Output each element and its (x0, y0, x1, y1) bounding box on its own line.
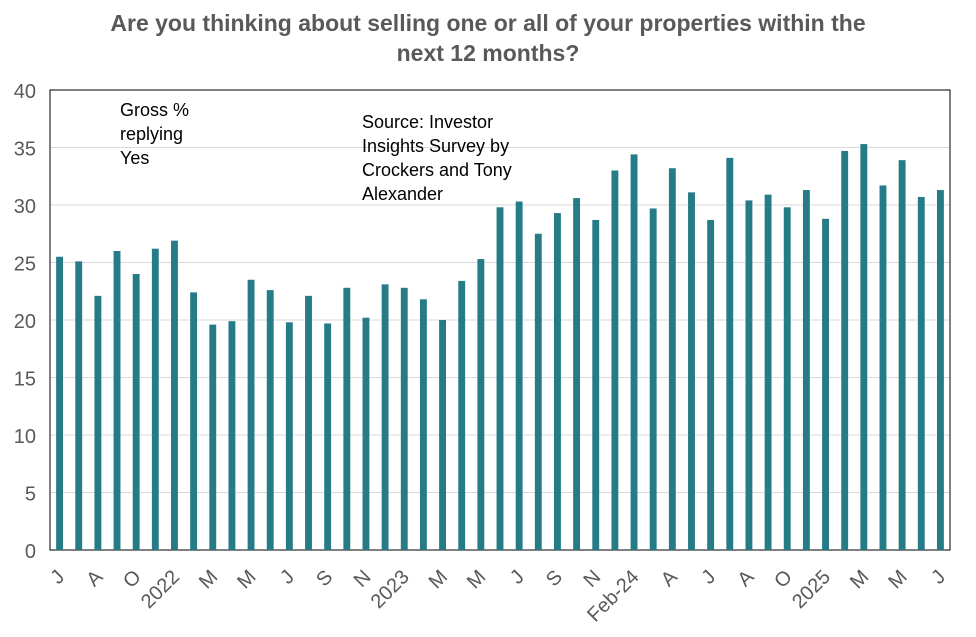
bar (132, 274, 140, 550)
x-tick-label: J (276, 566, 299, 589)
bar (726, 157, 734, 550)
x-tick-label: N (580, 566, 606, 592)
x-tick-label: 2022 (137, 566, 184, 613)
bar (458, 280, 466, 550)
chart-title-line-2: next 12 months? (396, 40, 580, 66)
bar (936, 190, 944, 551)
x-tick-label: N (350, 566, 376, 592)
bar (496, 207, 504, 551)
bar (419, 299, 427, 550)
annotation-gross-percent: Gross % replying Yes (120, 98, 189, 170)
x-tick-label: M (463, 566, 490, 593)
y-tick-label: 10 (14, 426, 36, 448)
y-tick-label: 0 (25, 541, 36, 563)
bar (477, 259, 485, 550)
bar (707, 219, 715, 550)
annotation-source: Source: Investor Insights Survey by Croc… (362, 110, 512, 206)
bar (649, 208, 657, 550)
annotation-line: Source: Investor (362, 112, 494, 132)
bar (822, 218, 829, 551)
bar (324, 323, 332, 550)
annotation-line: Crockers and Tony (362, 160, 512, 180)
bar (362, 317, 370, 550)
x-tick-label: J (698, 566, 721, 589)
x-tick-label: A (657, 566, 682, 591)
x-tick-label: M (425, 566, 452, 593)
annotation-line: Gross % (120, 100, 190, 120)
y-tick-label: 5 (25, 484, 36, 506)
bar (228, 321, 236, 550)
x-tick-label: J (506, 566, 529, 589)
x-tick-label: O (119, 566, 146, 593)
chart-title: Are you thinking about selling one or al… (0, 8, 976, 68)
x-tick-label: 2025 (788, 566, 835, 613)
bar (917, 196, 925, 550)
bar (56, 256, 64, 550)
x-tick-label: J (927, 566, 950, 589)
bar (534, 233, 542, 550)
annotation-line: Alexander (362, 184, 444, 204)
bar (611, 170, 619, 550)
bar (860, 144, 868, 551)
bar (764, 194, 772, 550)
bar (171, 240, 178, 550)
y-tick-label: 30 (14, 196, 36, 218)
bar (266, 290, 274, 550)
bar (668, 168, 676, 550)
annotation-line: Insights Survey by (362, 136, 510, 156)
bar (630, 154, 638, 550)
bar (592, 219, 600, 550)
x-tick-label: O (770, 566, 797, 593)
bar (573, 198, 581, 550)
y-tick-label: 40 (14, 81, 36, 103)
x-tick-label: 2023 (367, 566, 414, 613)
x-tick-label: J (46, 566, 69, 589)
x-tick-label: A (82, 566, 107, 591)
bar (151, 248, 159, 550)
bar (343, 287, 351, 550)
y-tick-label: 15 (14, 369, 36, 391)
bar (515, 201, 523, 551)
y-tick-label: 25 (14, 254, 36, 276)
bar (898, 160, 906, 550)
bar (439, 320, 446, 550)
x-tick-label: M (233, 566, 260, 593)
bar (113, 251, 121, 550)
bar (381, 284, 389, 550)
x-tick-label: M (846, 566, 873, 593)
y-tick-label: 35 (14, 139, 36, 161)
x-tick-label: M (884, 566, 911, 593)
bar (783, 207, 791, 551)
bar (554, 213, 561, 551)
bar (209, 324, 217, 550)
bar (247, 279, 255, 550)
bar (688, 192, 695, 550)
chart-title-line-1: Are you thinking about selling one or al… (110, 10, 866, 36)
bar (400, 287, 408, 550)
x-tick-label: S (312, 566, 337, 591)
bar (75, 261, 83, 550)
annotation-line: Yes (120, 148, 150, 168)
bar (94, 295, 102, 550)
bar (802, 190, 810, 551)
x-tick-label: A (733, 566, 758, 591)
bar (305, 295, 312, 550)
bar (745, 200, 753, 550)
bar (841, 150, 849, 550)
x-tick-label: M (195, 566, 222, 593)
y-tick-label: 20 (14, 311, 36, 333)
annotation-line: replying (120, 124, 184, 144)
bar (285, 322, 293, 550)
bar (190, 292, 198, 550)
bar (879, 185, 887, 550)
x-tick-label: S (542, 566, 567, 591)
